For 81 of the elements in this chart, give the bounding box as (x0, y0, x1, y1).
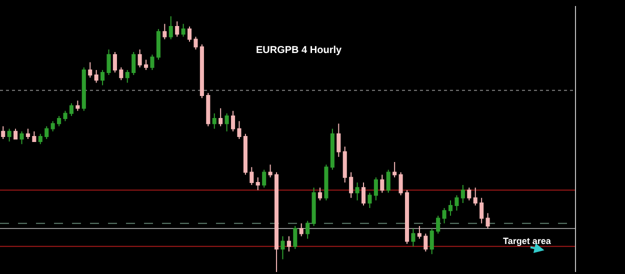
candlestick (330, 128, 334, 170)
candlestick (250, 166, 254, 186)
candlestick (424, 233, 428, 252)
candlestick (312, 187, 316, 226)
candlestick (386, 169, 390, 194)
candlestick (112, 52, 117, 73)
candlestick (119, 66, 124, 81)
candlestick (188, 26, 192, 42)
candlestick (404, 190, 410, 244)
candlestick (274, 172, 279, 272)
candlestick (218, 108, 223, 127)
candlestick (76, 100, 80, 112)
candlestick (150, 54, 154, 70)
candlestick (200, 44, 204, 99)
candlestick (175, 20, 180, 38)
candlestick (299, 222, 304, 237)
candlestick (14, 128, 18, 140)
candlestick (26, 128, 30, 140)
candlestick (486, 212, 490, 230)
candlestick (349, 172, 354, 198)
candlestick (82, 66, 86, 112)
candlestick (243, 133, 248, 176)
candlestick (94, 69, 98, 84)
candlestick (324, 164, 328, 201)
text: EURGPB 4 Hourly (256, 45, 342, 56)
candlestick (237, 120, 242, 140)
candlestick (286, 236, 291, 252)
candlestick (436, 215, 440, 234)
candlestick (125, 69, 130, 84)
candlestick (454, 194, 459, 212)
candlestick (355, 182, 360, 201)
candlestick (144, 59, 148, 70)
candlestick (417, 225, 422, 240)
candlestick (7, 128, 12, 142)
candlestick (342, 146, 347, 183)
candlestick (50, 120, 55, 132)
candlestick (361, 182, 366, 206)
candlestick (212, 112, 216, 130)
candlestick (206, 92, 210, 127)
candlestick (168, 16, 173, 40)
candlestick (430, 228, 434, 255)
candlestick (368, 192, 372, 209)
candlestick (138, 48, 142, 68)
candlestick (106, 48, 111, 76)
candlestick (480, 197, 484, 224)
candlestick (162, 23, 167, 40)
candlestick (88, 62, 92, 78)
candlestick (336, 123, 341, 158)
candlestick (293, 225, 298, 250)
candlestick (156, 28, 160, 60)
candlestick (69, 102, 74, 116)
candlestick (442, 208, 446, 224)
candlestick (63, 110, 68, 122)
candlestick (392, 162, 397, 178)
candlestick (181, 23, 186, 38)
candlestick (398, 172, 403, 196)
candlestick (268, 164, 272, 178)
candlestick (1, 126, 6, 140)
candlestick (194, 36, 198, 50)
candlestick (448, 200, 453, 216)
candlestick (467, 187, 472, 201)
candlestick (57, 115, 62, 127)
candlestick (44, 126, 49, 140)
candlestick (411, 228, 416, 247)
text: Target area (503, 236, 552, 246)
candlestick (38, 133, 42, 145)
candlestick (256, 176, 260, 191)
candlestick (231, 110, 236, 132)
candlestick (132, 52, 136, 76)
candlestick (280, 236, 285, 260)
candlestick (380, 174, 384, 194)
candlestick (306, 220, 310, 240)
candlestick (374, 176, 378, 201)
candlestick (460, 184, 465, 204)
candlestick (262, 169, 266, 188)
candlestick (224, 112, 229, 132)
candlestick (100, 69, 105, 86)
candlestick (20, 130, 24, 145)
candlestick (473, 187, 478, 206)
candlestick (318, 187, 322, 201)
candlestick (32, 130, 36, 142)
